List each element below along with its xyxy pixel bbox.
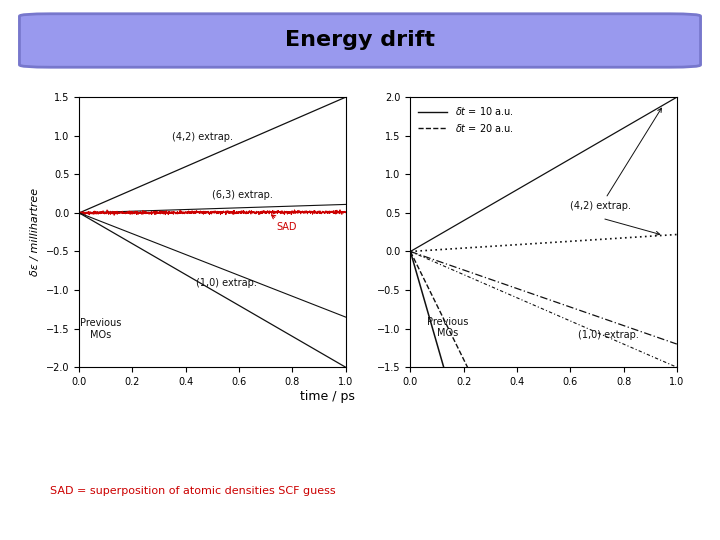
Text: SAD = superposition of atomic densities SCF guess: SAD = superposition of atomic densities … bbox=[50, 487, 336, 496]
Text: SAD: SAD bbox=[271, 215, 297, 232]
Text: Previous
MOs: Previous MOs bbox=[427, 317, 469, 339]
Y-axis label: δε / millihartree: δε / millihartree bbox=[30, 188, 40, 276]
Text: (6,3) extrap.: (6,3) extrap. bbox=[212, 190, 274, 200]
FancyBboxPatch shape bbox=[19, 14, 701, 68]
Text: (4,2) extrap.: (4,2) extrap. bbox=[173, 132, 233, 141]
Text: Energy drift: Energy drift bbox=[285, 30, 435, 51]
Text: (4,2) extrap.: (4,2) extrap. bbox=[570, 108, 662, 211]
Text: (1,0) extrap.: (1,0) extrap. bbox=[578, 330, 639, 340]
Text: time / ps: time / ps bbox=[300, 390, 355, 403]
Text: Previous
MOs: Previous MOs bbox=[80, 318, 121, 340]
Text: (1,0) extrap.: (1,0) extrap. bbox=[197, 278, 257, 288]
Legend: $\delta t$ = 10 a.u., $\delta t$ = 20 a.u.: $\delta t$ = 10 a.u., $\delta t$ = 20 a.… bbox=[415, 102, 517, 137]
